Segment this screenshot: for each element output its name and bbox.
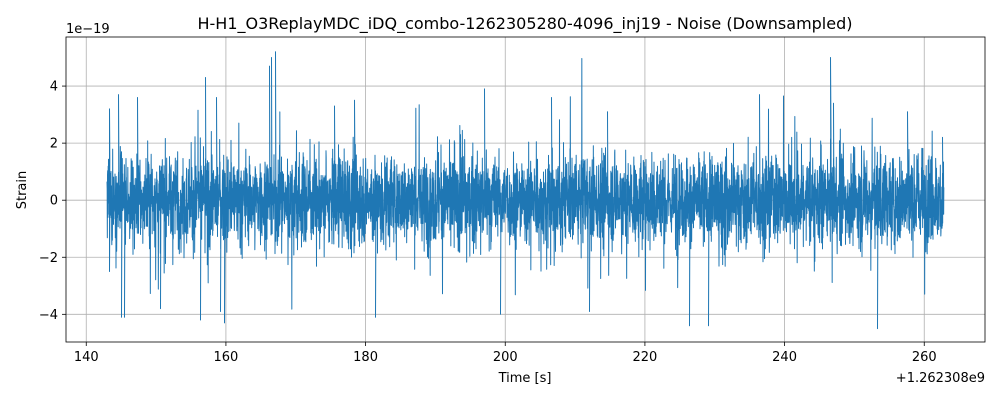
x-axis-label: Time [s] bbox=[498, 371, 552, 386]
plot-frame bbox=[65, 36, 986, 343]
x-tick-label: 140 bbox=[74, 350, 99, 365]
y-axis-label: Strain bbox=[15, 171, 30, 210]
data-layer bbox=[106, 51, 945, 330]
y-tick-label: 2 bbox=[50, 137, 58, 152]
x-tick-label: 180 bbox=[353, 350, 378, 365]
strain-series-line bbox=[106, 51, 945, 330]
y-tick-label: 0 bbox=[50, 194, 58, 209]
y-tick-label: −2 bbox=[39, 251, 58, 266]
chart-title: H-H1_O3ReplayMDC_iDQ_combo-1262305280-40… bbox=[198, 14, 853, 34]
ticks-layer: 140 160 180 200 220 240 260 −4 −2 0 2 4 bbox=[39, 80, 937, 365]
x-tick-label: 200 bbox=[493, 350, 518, 365]
x-offset-label: +1.262308e9 bbox=[896, 371, 985, 386]
y-tick-label: −4 bbox=[39, 308, 58, 323]
x-tick-label: 160 bbox=[214, 350, 239, 365]
y-scale-label: 1e−19 bbox=[66, 22, 110, 37]
x-tick-label: 220 bbox=[633, 350, 658, 365]
x-tick-label: 240 bbox=[772, 350, 797, 365]
x-tick-label: 260 bbox=[912, 350, 937, 365]
y-tick-label: 4 bbox=[50, 80, 58, 95]
